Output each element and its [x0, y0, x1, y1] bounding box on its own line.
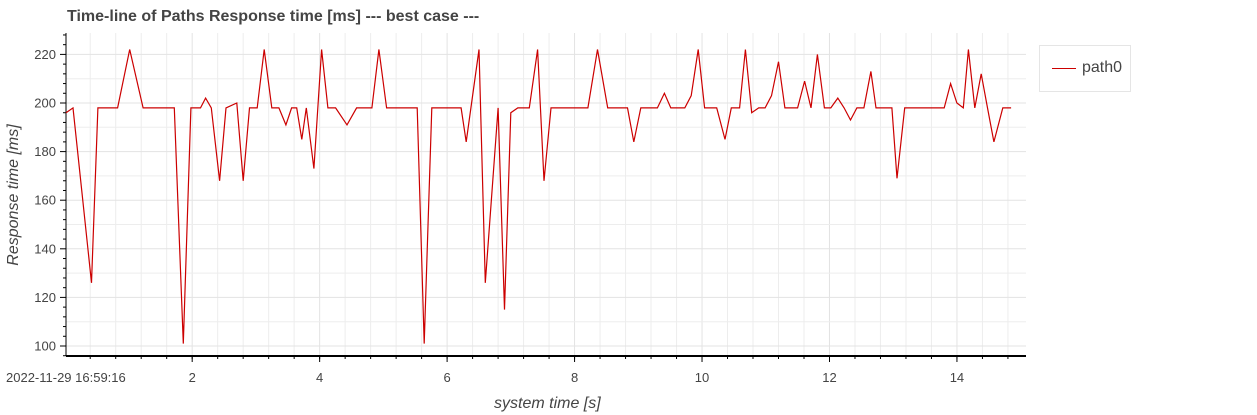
axes — [66, 33, 1026, 356]
legend-label-path0: path0 — [1082, 59, 1122, 77]
x-tick-label: 8 — [571, 370, 578, 385]
y-tick-label: 120 — [34, 290, 56, 305]
y-axis-label: Response time [ms] — [5, 124, 23, 265]
legend-swatch-path0 — [1052, 68, 1076, 69]
y-tick-label: 100 — [34, 339, 56, 354]
grid-lines — [66, 33, 1026, 356]
y-tick-label: 160 — [34, 193, 56, 208]
y-tick-label: 140 — [34, 241, 56, 256]
y-tick-label: 220 — [34, 47, 56, 62]
x-tick-label: 4 — [316, 370, 323, 385]
x-axis-label: system time [s] — [494, 395, 601, 413]
series-layer — [66, 49, 1011, 343]
y-tick-label: 200 — [34, 96, 56, 111]
y-tick-label: 180 — [34, 144, 56, 159]
x-tick-label: 12 — [822, 370, 836, 385]
x-tick-label: 6 — [443, 370, 450, 385]
x-start-label: 2022-11-29 16:59:16 — [6, 370, 126, 385]
x-tick-label: 14 — [950, 370, 964, 385]
x-tick-label: 10 — [695, 370, 709, 385]
chart-legend: path0 — [1039, 45, 1131, 92]
series-line-path0 — [66, 50, 1011, 344]
x-tick-label: 2 — [189, 370, 196, 385]
tick-labels: 100 120 140 160 180 200 220 2 4 6 8 10 12 14 2022-11-2… — [6, 47, 964, 385]
tick-marks — [60, 35, 1008, 362]
